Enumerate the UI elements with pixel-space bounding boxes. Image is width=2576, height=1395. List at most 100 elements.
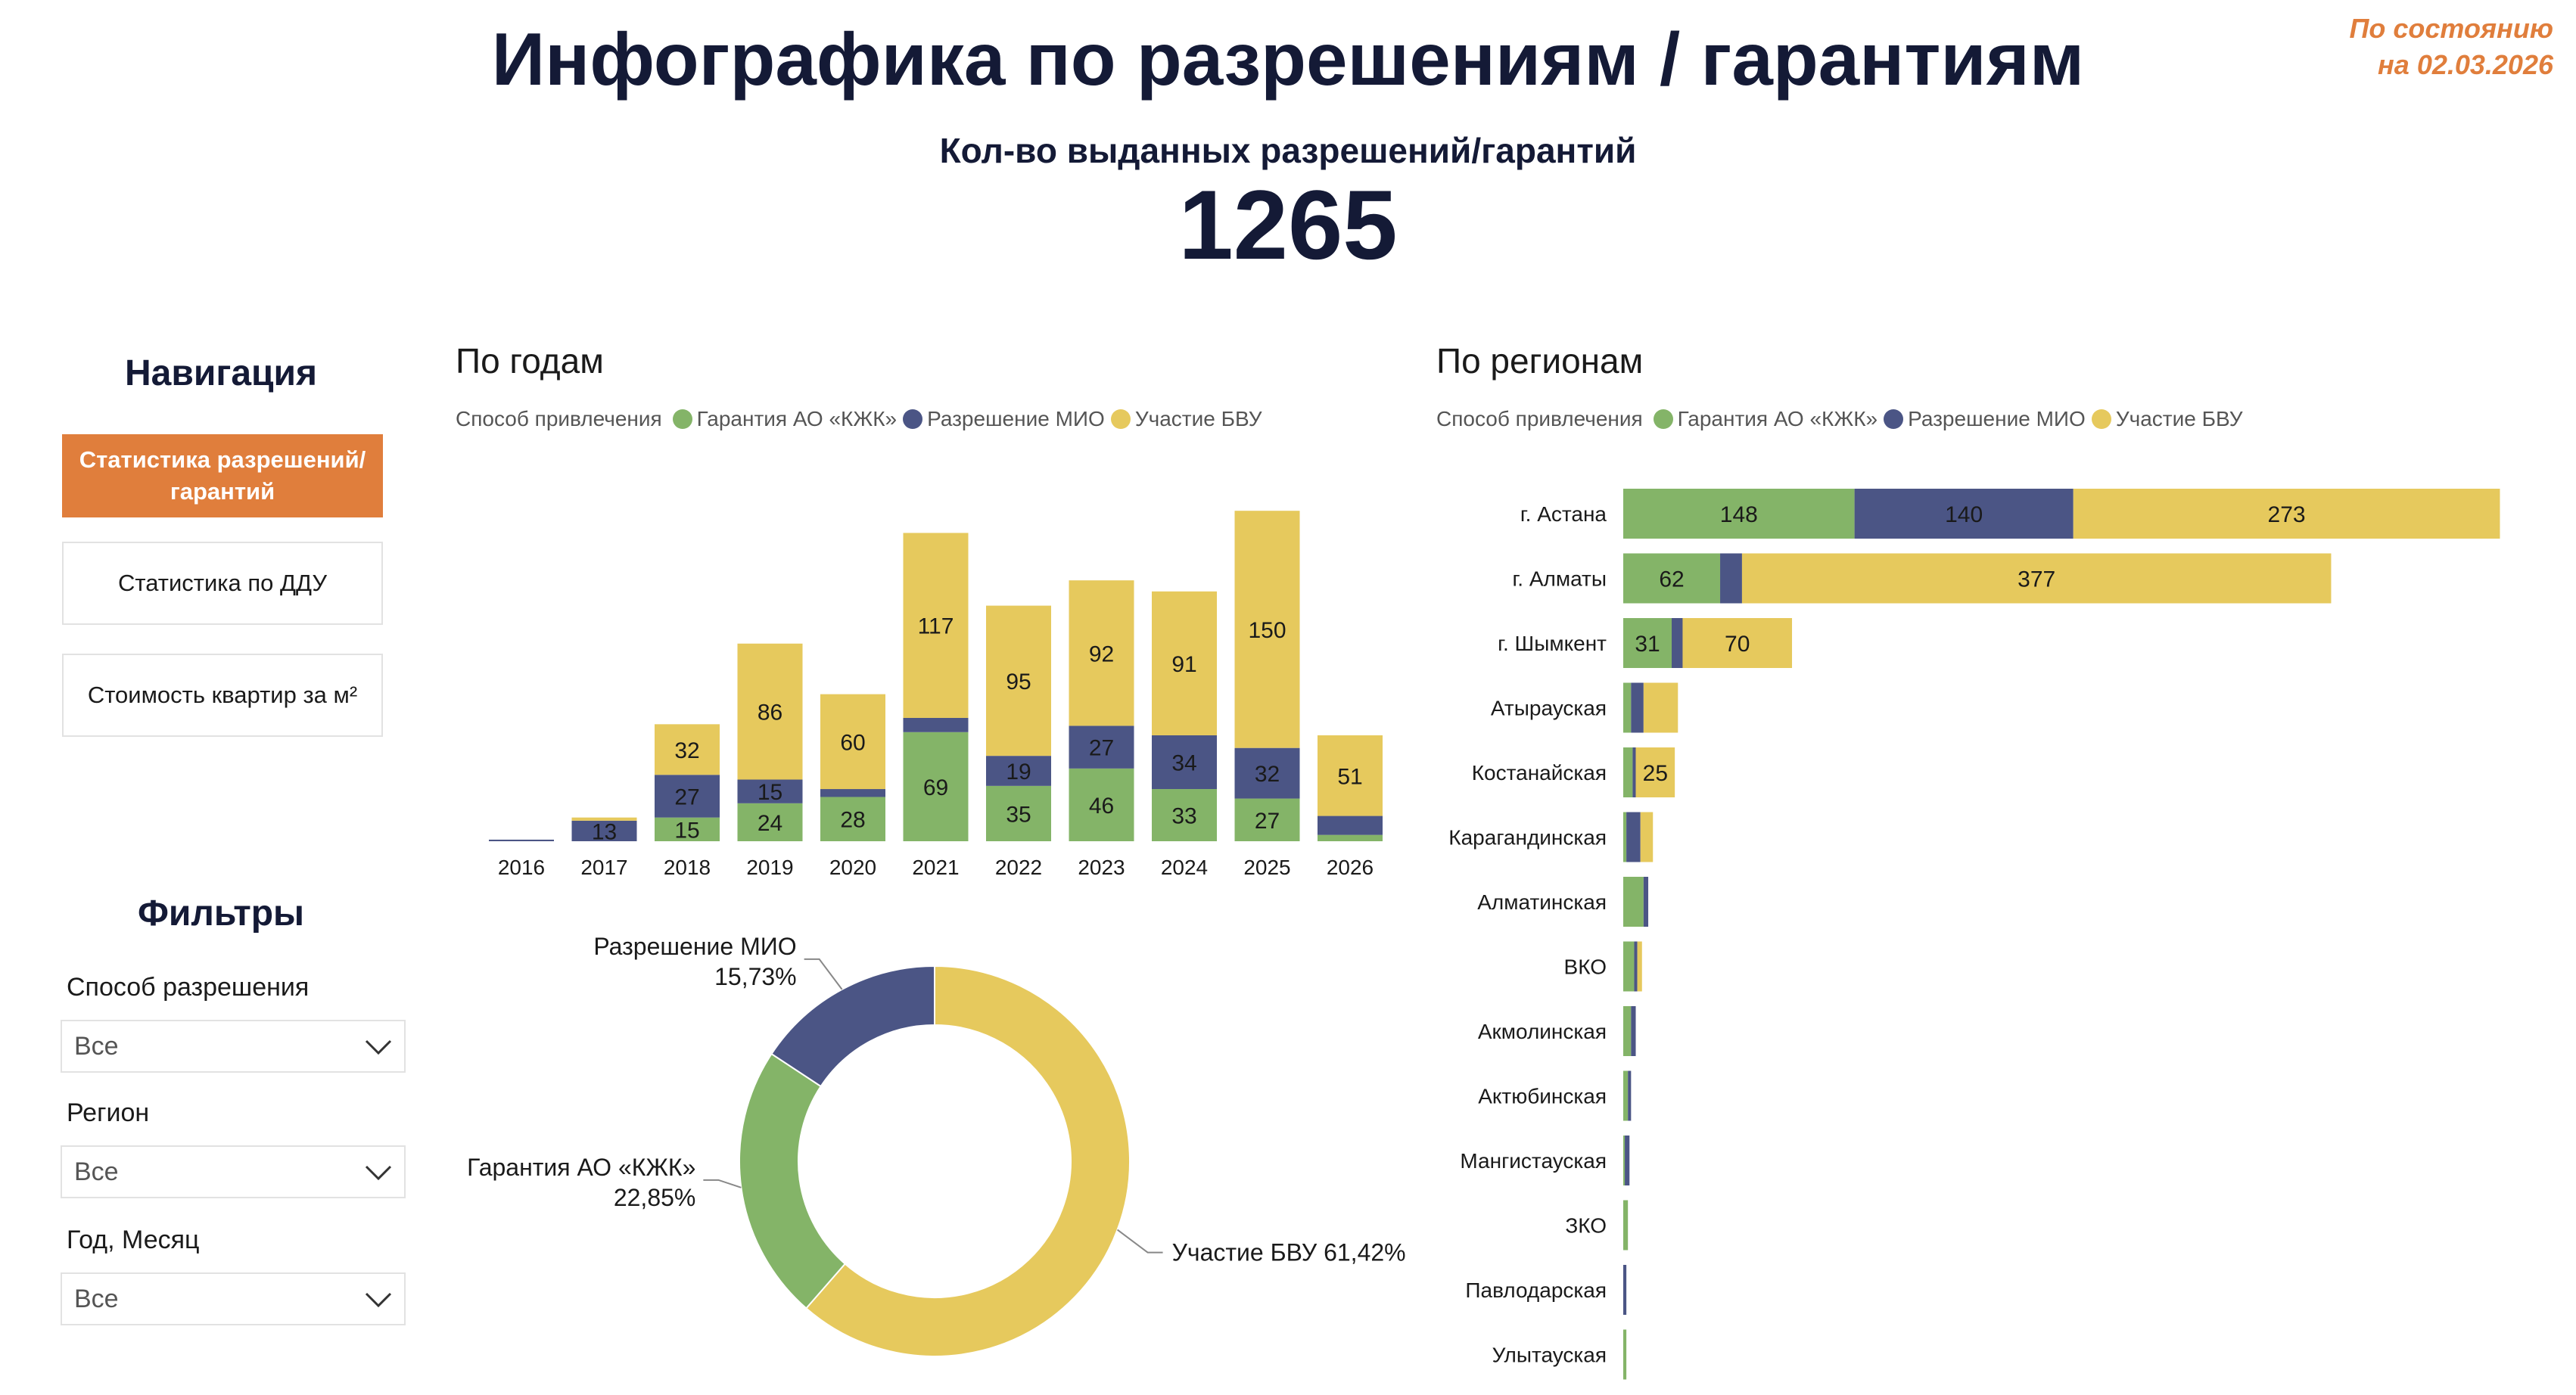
donut-slice[interactable] (739, 1052, 847, 1310)
bar-Костанайская-0[interactable] (1623, 747, 1633, 797)
bar-2025-1[interactable] (1234, 747, 1300, 799)
x-tick-label: 2024 (1161, 856, 1208, 879)
x-tick-label: 2018 (664, 856, 711, 879)
data-label: 34 (1171, 751, 1196, 776)
bar-Атырауская-0[interactable] (1623, 682, 1632, 733)
bar-2024-0[interactable] (1152, 789, 1217, 841)
bar-2020-2[interactable] (820, 694, 885, 790)
donut-slice[interactable] (804, 965, 1131, 1357)
legend-dot-navy (903, 409, 923, 429)
bar-г. Шымкент-2[interactable] (1682, 618, 1793, 668)
data-label: 33 (1171, 804, 1196, 829)
nav-ddu-stats-button[interactable]: Статистика по ДДУ (62, 542, 383, 625)
bar-Мангистауская-1[interactable] (1625, 1136, 1630, 1185)
y-tick-label: г. Астана (1520, 502, 1607, 526)
bar-г. Шымкент-0[interactable] (1623, 618, 1672, 668)
bar-Алматинская-1[interactable] (1643, 877, 1649, 927)
bar-Алматинская-0[interactable] (1623, 877, 1644, 927)
donut-label-kzhk-pct: 22,85% (614, 1184, 696, 1211)
bar-2023-0[interactable] (1069, 768, 1134, 841)
bar-г. Алматы-0[interactable] (1623, 553, 1721, 604)
legend-item[interactable]: Участие БВУ (2091, 407, 2243, 431)
filter-region-select[interactable]: Все (61, 1145, 406, 1198)
bar-г. Алматы-2[interactable] (1741, 553, 2332, 604)
bar-Костанайская-1[interactable] (1632, 747, 1636, 797)
data-label: 35 (1006, 802, 1031, 827)
bar-2025-0[interactable] (1234, 798, 1300, 841)
bar-Акмолинская-0[interactable] (1623, 1006, 1632, 1056)
bar-ВКО-0[interactable] (1623, 941, 1635, 992)
bar-2020-1[interactable] (820, 789, 885, 797)
bar-2024-2[interactable] (1152, 591, 1217, 735)
bar-2016-1[interactable] (489, 839, 554, 841)
y-tick-label: г. Шымкент (1498, 632, 1607, 655)
y-tick-label: Карагандинская (1448, 826, 1607, 850)
legend-item[interactable]: Участие БВУ (1110, 407, 1262, 431)
bar-Актюбинская-1[interactable] (1628, 1070, 1632, 1121)
bar-2019-1[interactable] (737, 779, 803, 803)
bar-2021-0[interactable] (903, 732, 969, 841)
bar-Карагандинская-1[interactable] (1626, 812, 1641, 862)
legend-item[interactable]: Гарантия АО «КЖК» (1653, 407, 1878, 431)
bar-Атырауская-1[interactable] (1631, 682, 1644, 733)
bar-2017-2[interactable] (571, 817, 637, 821)
bar-Акмолинская-1[interactable] (1631, 1006, 1636, 1056)
y-tick-label: Мангистауская (1460, 1149, 1607, 1173)
bar-2023-2[interactable] (1069, 580, 1134, 726)
bar-2026-2[interactable] (1318, 735, 1383, 816)
x-tick-label: 2021 (912, 856, 959, 879)
filter-method-select[interactable]: Все (61, 1020, 406, 1073)
donut-label-mio-pct: 15,73% (714, 963, 797, 990)
legend-item[interactable]: Разрешение МИО (903, 407, 1105, 431)
bar-Мангистауская-0[interactable] (1623, 1136, 1626, 1185)
bar-2018-2[interactable] (655, 724, 720, 775)
bar-2020-0[interactable] (820, 797, 885, 841)
bar-ВКО-2[interactable] (1637, 941, 1642, 992)
bar-Карагандинская-2[interactable] (1640, 812, 1654, 862)
bar-Актюбинская-0[interactable] (1623, 1070, 1629, 1121)
bar-2021-2[interactable] (903, 533, 969, 718)
data-label: 25 (1643, 761, 1668, 786)
bar-2022-2[interactable] (986, 605, 1051, 757)
legend-label: Участие БВУ (2115, 407, 2243, 430)
bar-г. Астана-1[interactable] (1854, 489, 2074, 539)
legend-item[interactable]: Разрешение МИО (1884, 407, 2086, 431)
bar-г. Астана-0[interactable] (1623, 489, 1855, 539)
data-label: 27 (1089, 736, 1114, 761)
bar-2021-1[interactable] (903, 717, 969, 732)
bar-Павлодарская-1[interactable] (1623, 1265, 1627, 1315)
bar-2024-1[interactable] (1152, 735, 1217, 790)
filter-period-select[interactable]: Все (61, 1272, 406, 1325)
bar-г. Алматы-1[interactable] (1720, 553, 1742, 604)
bar-2019-0[interactable] (737, 803, 803, 841)
y-tick-label: Атырауская (1491, 697, 1607, 720)
bar-Костанайская-2[interactable] (1635, 747, 1675, 797)
bar-2023-1[interactable] (1069, 725, 1134, 769)
y-tick-label: ЗКО (1565, 1214, 1607, 1238)
bar-2022-1[interactable] (986, 756, 1051, 786)
bar-2026-0[interactable] (1318, 834, 1383, 841)
bar-2018-1[interactable] (655, 775, 720, 818)
as-of-line1: По состоянию (2349, 13, 2553, 44)
bar-г. Шымкент-1[interactable] (1672, 618, 1683, 668)
bar-2019-2[interactable] (737, 643, 803, 780)
data-label: 27 (674, 784, 699, 809)
bar-2025-2[interactable] (1234, 511, 1300, 748)
nav-price-per-m2-button[interactable]: Стоимость квартир за м² (62, 654, 383, 737)
bar-2018-0[interactable] (655, 817, 720, 841)
bar-2017-1[interactable] (571, 820, 637, 841)
bar-Улытауская-0[interactable] (1623, 1329, 1627, 1380)
bar-ВКО-1[interactable] (1634, 941, 1638, 992)
bar-Атырауская-2[interactable] (1643, 682, 1678, 733)
bar-ЗКО-0[interactable] (1623, 1200, 1629, 1251)
bar-г. Астана-2[interactable] (2073, 489, 2500, 539)
bar-2026-1[interactable] (1318, 816, 1383, 835)
data-label: 86 (758, 701, 782, 725)
x-tick-label: 2023 (1078, 856, 1125, 879)
legend-item[interactable]: Гарантия АО «КЖК» (672, 407, 897, 431)
bar-2022-0[interactable] (986, 785, 1051, 841)
nav-permits-stats-button[interactable]: Статистика разрешений/ гарантий (62, 434, 383, 517)
donut-slice[interactable] (770, 965, 935, 1088)
bar-Карагандинская-0[interactable] (1623, 812, 1627, 862)
data-label: 27 (1255, 809, 1280, 834)
